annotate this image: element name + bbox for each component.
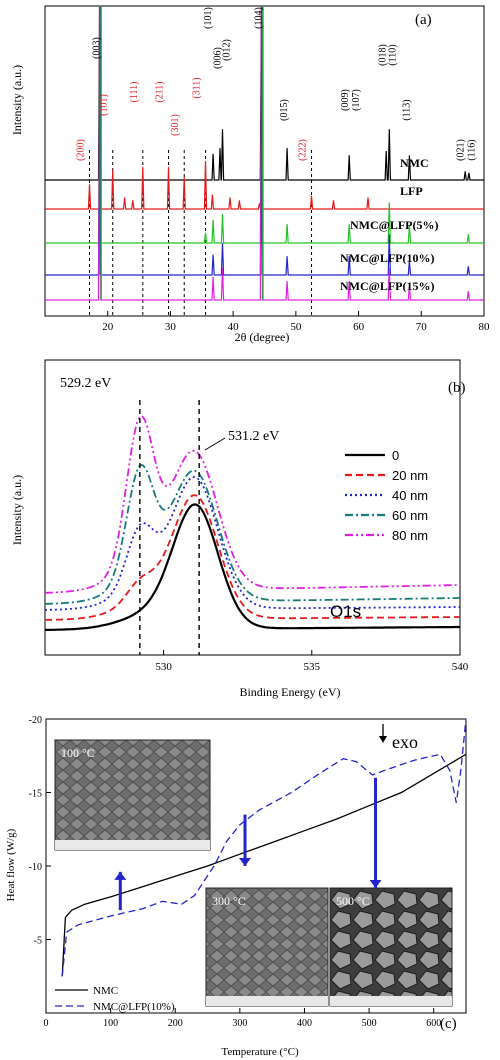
dsc-arrow-head-1 bbox=[239, 858, 252, 866]
dsc-plot-area: 100 °C 300 °C 500 °C NMC NMC@LFP(10%) 0 100 200… bbox=[29, 715, 467, 1029]
xrd-peak-label-0: (003) bbox=[92, 37, 103, 59]
xps-o1s-label: O1s bbox=[330, 602, 361, 621]
xrd-lfp-peak-label-4: (301) bbox=[170, 114, 181, 136]
dsc-arrow-head-0 bbox=[114, 871, 127, 880]
xrd-series-label-0: NMC bbox=[400, 156, 429, 170]
xps-legend-label-2: 40 nm bbox=[392, 488, 428, 503]
xps-plot-area: 529.2 eV 531.2 eV 0 20 nm 40 nm 60 nm 80 nm 530… bbox=[44, 359, 469, 673]
xrd-chart: NMC LFP NMC@LFP(5%) NMC@LFP(10%) NMC@LFP(15%… bbox=[10, 5, 491, 344]
xrd-xtick-label-5: 70 bbox=[416, 321, 428, 333]
xps-xtick-label-0: 530 bbox=[155, 661, 172, 673]
dsc-y-axis-label: Heat flow (W/g) bbox=[5, 828, 17, 901]
xrd-peak-label-1: (101) bbox=[203, 7, 214, 29]
xrd-series-label-3: NMC@LFP(10%) bbox=[340, 251, 434, 265]
xps-panel-label-visible: (b) bbox=[448, 380, 466, 396]
dsc-xtick-label-6: 600 bbox=[426, 1018, 441, 1029]
xrd-xtick-label-4: 60 bbox=[353, 321, 365, 333]
dsc-xtick-label-4: 400 bbox=[297, 1018, 312, 1029]
xps-xtick-label-1: 535 bbox=[304, 661, 321, 673]
xrd-y-axis-label: Intensity (a.u.) bbox=[10, 65, 24, 135]
xrd-series-0 bbox=[45, 7, 484, 181]
xrd-xtick-label-1: 30 bbox=[165, 321, 177, 333]
xrd-series-label-1: LFP bbox=[400, 184, 423, 198]
sem-inset-label-0: 100 °C bbox=[61, 746, 95, 760]
sem-inset-label-1: 300 °C bbox=[212, 894, 246, 908]
xrd-lfp-peak-label-0: (200) bbox=[76, 139, 87, 161]
xrd-series-3 bbox=[45, 100, 484, 276]
sem-inset-label-2: 500 °C bbox=[336, 894, 370, 908]
xrd-series-label-2: NMC@LFP(5%) bbox=[350, 218, 438, 232]
xrd-panel-label: (a) bbox=[415, 12, 432, 28]
xps-legend-label-1: 20 nm bbox=[392, 468, 428, 483]
dsc-xtick-label-1: 100 bbox=[103, 1018, 118, 1029]
dsc-exo-arrow-head bbox=[379, 736, 387, 743]
xrd-xtick-label-6: 80 bbox=[479, 321, 491, 333]
xps-series-1 bbox=[45, 494, 460, 621]
xps-marker-label-0: 529.2 eV bbox=[60, 376, 111, 391]
xrd-series-2 bbox=[45, 68, 484, 244]
xrd-peak-label-3: (012) bbox=[221, 39, 232, 61]
sem-inset-footer-1 bbox=[206, 996, 328, 1006]
xrd-series-label-4: NMC@LFP(15%) bbox=[340, 279, 434, 293]
xps-y-axis-label: Intensity (a.u.) bbox=[10, 475, 24, 545]
xrd-peak-label-6: (009) bbox=[340, 89, 351, 111]
sem-inset-0 bbox=[54, 739, 211, 851]
xrd-frame bbox=[44, 5, 485, 317]
xrd-peak-label-10: (113) bbox=[401, 99, 412, 120]
dsc-exo-label: exo bbox=[392, 732, 418, 752]
dsc-ytick-label-0: -20 bbox=[29, 715, 42, 726]
xrd-lfp-peak-label-6: (222) bbox=[298, 139, 309, 161]
xrd-x-axis-label: 2θ (degree) bbox=[235, 330, 290, 344]
xps-marker-label-1: 531.2 eV bbox=[228, 429, 279, 444]
xrd-peak-label-7: (107) bbox=[351, 89, 362, 111]
xrd-xtick-label-2: 40 bbox=[228, 321, 240, 333]
xps-series-2 bbox=[45, 476, 460, 611]
xrd-peak-label-9: (110) bbox=[388, 44, 399, 65]
sem-inset-footer-0 bbox=[55, 840, 210, 850]
xrd-peak-label-8: (018) bbox=[378, 44, 389, 66]
xrd-peak-label-2: (006) bbox=[213, 47, 224, 69]
dsc-series-0 bbox=[61, 753, 467, 977]
dsc-series-1 bbox=[61, 718, 467, 977]
dsc-ytick-label-1: -15 bbox=[29, 789, 42, 800]
dsc-xtick-label-5: 500 bbox=[362, 1018, 377, 1029]
xrd-plot-area: NMC LFP NMC@LFP(5%) NMC@LFP(10%) NMC@LFP(15%… bbox=[44, 5, 491, 333]
xps-series-0 bbox=[45, 503, 460, 631]
xrd-lfp-peak-label-2: (111) bbox=[129, 82, 140, 103]
xrd-xtick-label-3: 50 bbox=[290, 321, 302, 333]
xps-series-4 bbox=[45, 415, 460, 594]
xps-xtick-label-2: 540 bbox=[452, 661, 469, 673]
xps-legend-label-0: 0 bbox=[392, 448, 399, 463]
xrd-series-1 bbox=[45, 161, 484, 210]
dsc-xtick-label-3: 300 bbox=[232, 1018, 247, 1029]
dsc-legend-label-0: NMC bbox=[93, 985, 118, 997]
xrd-lfp-peak-label-1: (101) bbox=[99, 94, 110, 116]
dsc-x-axis-label: Temperature (°C) bbox=[221, 1046, 299, 1058]
dsc-ytick-label-3: -5 bbox=[34, 936, 42, 947]
xrd-peak-label-12: (116) bbox=[467, 139, 478, 160]
xps-x-axis-label: Binding Energy (eV) bbox=[239, 685, 340, 699]
xrd-series-4 bbox=[45, 125, 484, 301]
dsc-xtick-label-0: 0 bbox=[44, 1018, 49, 1029]
sem-inset-footer-2 bbox=[330, 996, 452, 1006]
dsc-arrow-head-2 bbox=[369, 880, 382, 889]
dsc-legend-label-1: NMC@LFP(10%) bbox=[93, 1001, 175, 1013]
xps-chart: 529.2 eV 531.2 eV 0 20 nm 40 nm 60 nm 80 nm 530… bbox=[10, 359, 469, 699]
dsc-xtick-label-2: 200 bbox=[168, 1018, 183, 1029]
xrd-lfp-peak-label-5: (311) bbox=[192, 77, 203, 98]
xrd-lfp-peak-label-3: (211) bbox=[155, 81, 166, 102]
xps-series-3 bbox=[44, 464, 460, 605]
xrd-peak-label-4: (104) bbox=[253, 7, 264, 29]
dsc-chart: 100 °C 300 °C 500 °C NMC NMC@LFP(10%) 0 100 200… bbox=[5, 715, 467, 1058]
xrd-xtick-label-0: 20 bbox=[102, 321, 114, 333]
xps-legend-label-3: 60 nm bbox=[392, 508, 428, 523]
xps-marker-arrow bbox=[204, 437, 226, 451]
sem-inset-1 bbox=[205, 887, 329, 1007]
dsc-panel-label: (c) bbox=[440, 1016, 457, 1032]
dsc-ytick-label-2: -10 bbox=[29, 862, 42, 873]
xrd-peak-label-5: (015) bbox=[279, 99, 290, 121]
xrd-peak-label-11: (021) bbox=[455, 139, 466, 161]
xps-frame bbox=[44, 359, 461, 656]
xps-legend-label-4: 80 nm bbox=[392, 528, 428, 543]
